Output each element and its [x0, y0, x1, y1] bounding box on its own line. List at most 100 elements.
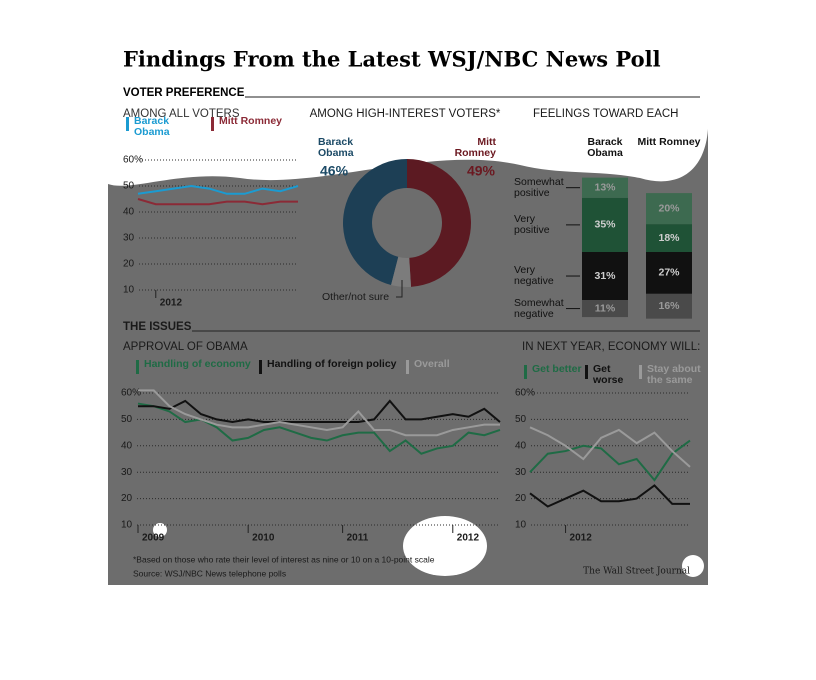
- slice-label: Other/not sure: [322, 291, 389, 303]
- chart-title: AMONG HIGH-INTEREST VOTERS*: [310, 108, 501, 120]
- legend-swatch: [259, 360, 262, 374]
- donut-slice: [343, 159, 407, 285]
- legend-swatch: [406, 360, 409, 374]
- legend-label: Get worse: [593, 364, 624, 386]
- category-label-box: Somewhat positive: [514, 176, 564, 199]
- series-line: [529, 484, 690, 508]
- legend-swatch: [524, 365, 527, 379]
- series-line: [137, 198, 298, 206]
- category-label: Somewhat negative: [514, 297, 564, 320]
- donut-slice: [391, 256, 412, 287]
- leader-line: [396, 280, 403, 298]
- y-tick-label: 30: [515, 467, 527, 478]
- y-tick-label: 50: [123, 181, 135, 192]
- legend-label: Handling of economy: [144, 359, 251, 370]
- legend-swatch: [639, 365, 642, 379]
- y-tick-label: 60%: [121, 388, 141, 399]
- bar-segment: [646, 293, 692, 319]
- slice-label-box: Barack Obama: [318, 137, 354, 159]
- bar-segment: [646, 224, 692, 252]
- section-header: VOTER PREFERENCE: [123, 87, 245, 99]
- x-tick-label: 2012: [160, 298, 183, 309]
- x-tick-label: 2011: [347, 533, 369, 544]
- series-line: [529, 426, 691, 468]
- highlight: [682, 555, 704, 577]
- y-tick-label: 10: [515, 520, 527, 531]
- y-tick-label: 10: [123, 285, 135, 296]
- y-tick-label: 40: [121, 440, 133, 451]
- legend-label-box: Handling of foreign policy: [267, 359, 397, 370]
- category-label: Very positive: [514, 213, 550, 236]
- category-label-box: Somewhat negative: [514, 297, 564, 320]
- chart-title: FEELINGS TOWARD EACH: [533, 108, 678, 120]
- chart-title: IN NEXT YEAR, ECONOMY WILL:: [522, 341, 700, 353]
- bar-segment: [646, 252, 692, 294]
- y-tick-label: 20: [121, 493, 133, 504]
- y-tick-label: 40: [515, 440, 527, 451]
- y-tick-label: 60%: [515, 388, 535, 399]
- y-tick-label: 50: [121, 414, 133, 425]
- legend-label-box: Barack Obama: [134, 116, 170, 138]
- section-header: THE ISSUES: [123, 321, 192, 333]
- value-label: 11%: [595, 302, 616, 314]
- highlight: [153, 523, 167, 537]
- legend-label-box: Handling of economy: [144, 359, 251, 370]
- credit: The Wall Street Journal: [583, 567, 690, 577]
- legend-label-box: Get worse: [593, 364, 624, 386]
- legend-label-box: Get better: [532, 364, 582, 375]
- legend-label: Mitt Romney: [219, 116, 282, 127]
- y-tick-label: 60%: [123, 155, 143, 166]
- x-tick-label: 2012: [570, 533, 593, 544]
- highlight: [403, 516, 487, 576]
- y-tick-label: 50: [515, 414, 527, 425]
- bar-segment: [582, 252, 628, 301]
- value-label: 18%: [658, 232, 680, 244]
- chart-title: AMONG ALL VOTERS: [123, 108, 240, 120]
- title: Findings From the Latest WSJ/NBC News Po…: [123, 47, 661, 72]
- chart-title: APPROVAL OF OBAMA: [123, 341, 248, 353]
- series-line: [137, 184, 299, 195]
- value-label: 16%: [658, 300, 680, 312]
- y-tick-label: 30: [123, 233, 135, 244]
- column-header-box: Barack Obama: [587, 137, 623, 159]
- value-label: 27%: [658, 267, 680, 279]
- highlight: [108, 35, 709, 186]
- slice-label: Mitt Romney: [454, 137, 496, 159]
- column-header-box: Mitt Romney: [638, 137, 701, 148]
- legend-label: Get better: [532, 364, 582, 375]
- bar-segment: [582, 300, 628, 318]
- slice-label: Barack Obama: [318, 137, 354, 159]
- series-line: [529, 439, 691, 482]
- x-tick-label: 2010: [252, 533, 275, 544]
- slice-label-box: Mitt Romney: [454, 137, 496, 159]
- y-tick-label: 20: [515, 493, 527, 504]
- legend-swatch: [126, 117, 129, 131]
- donut-slice: [407, 159, 472, 287]
- column-header: Barack Obama: [587, 137, 623, 159]
- legend-label: Handling of foreign policy: [267, 359, 397, 370]
- series-line: [137, 402, 501, 455]
- legend-label-box: Overall: [414, 359, 450, 370]
- x-tick-label: 2012: [457, 533, 480, 544]
- y-tick-label: 10: [121, 520, 133, 531]
- value-label: 46%: [320, 163, 349, 179]
- series-line: [138, 389, 500, 437]
- legend-label-box: Mitt Romney: [219, 116, 282, 127]
- legend-label: Barack Obama: [134, 116, 170, 138]
- legend-label: Stay about the same: [647, 364, 701, 386]
- category-label: Very negative: [514, 265, 554, 288]
- value-label: 49%: [467, 163, 496, 179]
- y-tick-label: 30: [121, 467, 133, 478]
- bar-segment: [646, 193, 692, 225]
- bar-segment: [582, 197, 628, 252]
- value-label: 31%: [594, 270, 616, 282]
- source: Source: WSJ/NBC News telephone polls: [133, 568, 286, 578]
- category-label: Somewhat positive: [514, 176, 564, 199]
- value-label: 35%: [594, 219, 616, 231]
- legend-label: Overall: [414, 359, 450, 370]
- value-label: 20%: [658, 202, 680, 214]
- y-tick-label: 20: [123, 259, 135, 270]
- legend-swatch: [136, 360, 139, 374]
- y-tick-label: 40: [123, 207, 135, 218]
